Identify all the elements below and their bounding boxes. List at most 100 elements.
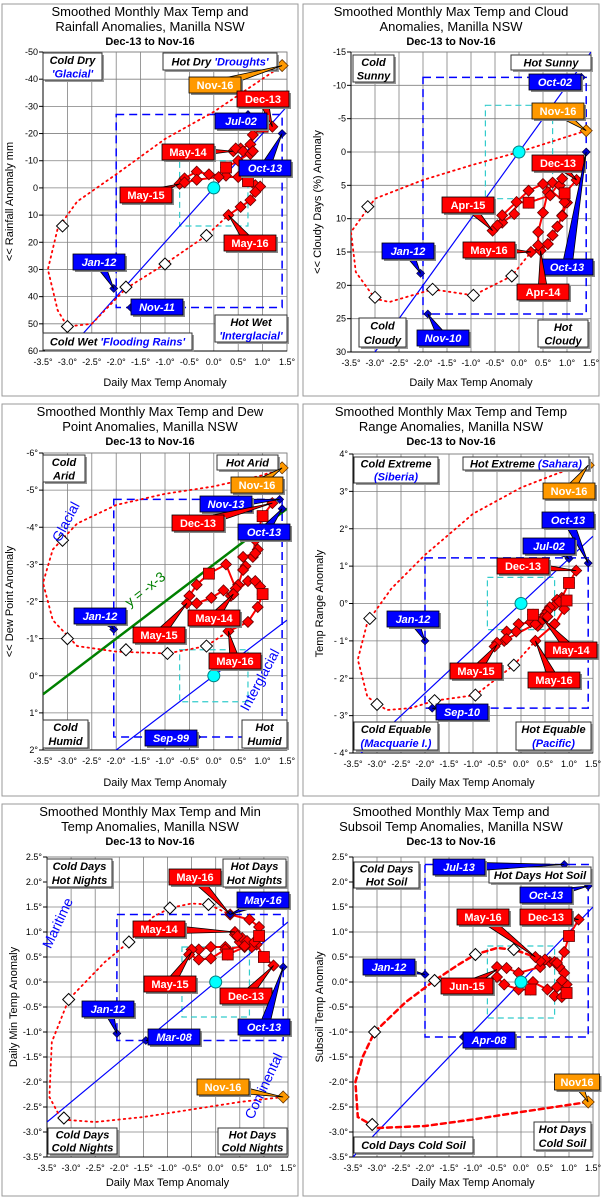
x-tick-label: -1.5° [134,1163,154,1173]
x-tick-label: 1.5° [585,1163,602,1173]
y-tick-label: -2.5° [23,1102,43,1112]
month-point [234,200,247,214]
x-tick-label: 0.5° [232,1163,249,1173]
callout-label: May-15 [151,979,188,991]
history-point [119,280,133,294]
callout-label: Oct-13 [247,527,281,539]
month-point [498,978,511,991]
origin-marker [512,145,526,159]
history-point [507,658,521,672]
record-range-box [116,913,284,1042]
y-tick-label: - 3° [334,711,349,721]
month-point [544,189,557,202]
y-axis-label: << Dew Point Anomaly [4,545,16,657]
callout-blue: Jan-12 [73,607,128,631]
callout-red: Dec-13 [496,557,577,576]
y-tick-label: 0 [33,183,38,193]
history-point [158,257,172,271]
month-point [510,625,523,638]
month-point [550,980,564,994]
quadrant-label-part: Hot Arid [226,458,269,470]
callout-orange: Nov16 [554,1073,602,1103]
callout-box [238,159,292,177]
quadrant-label: Hot Humid [241,719,289,750]
callout-label: May-16 [470,245,507,257]
callout-label: Oct-13 [247,1022,281,1034]
y-tick-label: 0 [341,147,346,157]
y-tick-label: -20 [25,129,38,139]
callout-red: May-16 [456,908,536,958]
callout-red: Apr-14 [516,250,571,302]
callout-box [81,1000,135,1018]
callout-box [188,76,242,94]
quadrant-label-text: Humid [247,736,282,748]
callout-label: May-15 [127,190,164,202]
y-tick-label: 2.5° [26,852,43,862]
callout-red: May-16 [462,241,532,260]
callout-label: Jan-12 [91,1004,126,1016]
quadrant-label-part: Humid [247,736,282,748]
x-tick-label: -2.5° [391,1163,411,1173]
quadrant-label-part: 'Flooding Rains' [100,337,185,349]
callout-label: Jan-12 [396,614,431,626]
callout-blue: Oct-13 [540,151,595,277]
quadrant-label-part: (Siberia) [374,472,418,484]
x-tick-label: -3.5° [37,1163,57,1173]
x-tick-label: -1.5° [131,756,151,766]
callout-box [236,891,290,909]
callout-label: May-16 [464,912,501,924]
callout-label: May-14 [552,645,590,657]
y-tick-label: 2° [29,745,38,755]
callout-box [119,186,173,204]
y-tick-label: -15 [333,47,346,57]
quadrant-label: Cold Cloudy [358,317,408,349]
x-tick-label: -2.5° [82,357,102,367]
callout-red: May-15 [132,603,188,645]
y-tick-label: 1° [29,708,38,718]
callout-red: May-15 [449,644,504,681]
chart-title: Range Anomalies, Manilla NSW [359,419,544,434]
history-point [425,282,440,297]
y-tick-label: 10 [336,214,346,224]
y-tick-label: -10 [333,80,346,90]
quadrant-label-part: Hot Nights [52,875,108,887]
month-point [238,939,251,953]
chart-subtitle: Dec-13 to Nov-16 [406,836,495,848]
quadrant-label-part: Cold Equable [361,724,431,736]
month-point [219,558,233,571]
callout-box [435,703,489,721]
y-tick-label: -0.5° [23,1002,43,1012]
x-tick-label: -3.0° [367,1163,387,1173]
chart-subtitle: Dec-13 to Nov-16 [406,36,495,48]
y-tick-label: - 2° [334,673,349,683]
x-tick-label: 0.0° [208,1163,225,1173]
y-tick-label: 0.5° [332,952,349,962]
x-tick-label: -1.5° [437,358,457,368]
chart-title: Point Anomalies, Manilla NSW [62,419,238,434]
x-tick-label: 1.0° [255,357,272,367]
x-tick-label: 0.0° [513,759,530,769]
month-point [190,173,203,186]
quadrant-label-part: Hot Equable [521,724,585,736]
callout-blue: Oct-13 [237,508,292,542]
history-point [55,219,70,233]
callout-label: Oct-13 [551,515,585,527]
month-point [500,961,513,975]
smoothed-history-curve [46,64,284,328]
chart-title: Smoothed Monthly Max Temp and Cloud [334,4,569,19]
month-point [546,229,559,242]
month-point [249,185,262,199]
y-tick-label: -1.0° [329,1027,349,1037]
chart-title: Smoothed Monthly Max Temp and [352,804,549,819]
month-point [212,170,225,184]
callout-label: Nov-16 [551,486,588,498]
callout-box [462,241,516,259]
callout-box [432,858,486,876]
callout-red: May-16 [208,631,263,671]
quadrant-label-part: Cold Dry [50,55,97,67]
x-tick-label: 0.0° [513,1163,530,1173]
callout-label: May-14 [195,613,233,625]
chart-title: Smoothed Monthly Max Temp and Temp [335,404,567,419]
quadrant-label-text: Cold Days [360,864,414,876]
